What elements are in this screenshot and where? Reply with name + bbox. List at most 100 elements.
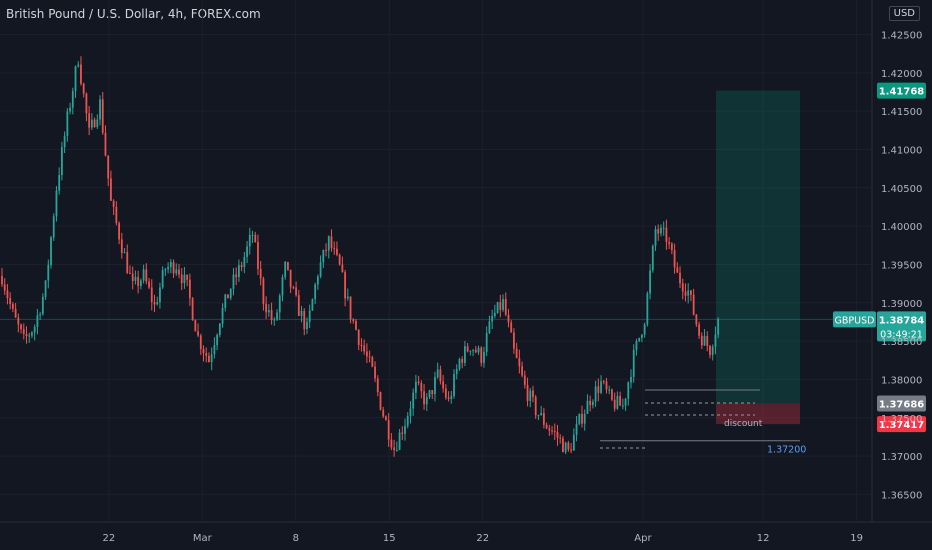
candle-body: [273, 319, 276, 321]
candle-body: [692, 294, 695, 315]
candle-body: [379, 392, 382, 410]
candle-body: [11, 303, 14, 309]
candle-body: [575, 423, 578, 435]
y-tick-label: 1.38500: [881, 337, 922, 348]
x-tick-label: 12: [757, 533, 770, 544]
candle-body: [28, 335, 31, 337]
x-tick-label: 19: [850, 533, 863, 544]
candle-body: [120, 239, 123, 253]
candle-body: [36, 315, 39, 327]
candle-body: [341, 264, 344, 273]
candle-body: [529, 390, 532, 401]
candle-body: [118, 223, 120, 240]
candle-body: [129, 272, 131, 274]
candle-body: [548, 428, 551, 431]
candle-body: [333, 248, 336, 250]
candle-body: [210, 354, 213, 363]
x-axis[interactable]: 22Mar81522Apr121926May: [102, 533, 932, 544]
candle-body: [439, 369, 442, 382]
grid: [0, 0, 932, 523]
candle-body: [681, 283, 684, 292]
stop-price-tag: 1.37417: [879, 420, 925, 431]
candle-body: [295, 287, 297, 296]
target-price-tag: 1.41768: [879, 87, 925, 98]
candle-body: [518, 357, 521, 367]
candle-body: [401, 432, 404, 434]
candle-body: [167, 266, 170, 270]
candle-body: [131, 273, 134, 281]
y-tick-label: 1.37500: [881, 414, 922, 425]
candle-body: [1, 275, 3, 285]
candle-body: [175, 269, 178, 274]
candle-body: [363, 345, 366, 352]
candle-body: [695, 314, 698, 325]
candle-body: [355, 320, 357, 330]
candle-body: [597, 386, 600, 393]
y-tick-label: 1.42500: [881, 30, 922, 41]
candle-body: [243, 256, 246, 268]
candle-body: [564, 442, 567, 453]
candle-body: [9, 297, 12, 304]
target-price-tag-bg: [877, 82, 926, 99]
candle-body: [591, 401, 594, 406]
candle-body: [123, 252, 126, 254]
candle-body: [649, 270, 651, 294]
candle-body: [679, 272, 681, 284]
candle-body: [442, 381, 445, 389]
candle-body: [93, 119, 96, 128]
zone-label: discount: [724, 419, 763, 429]
candle-body: [183, 274, 186, 284]
candle-body: [436, 369, 439, 378]
candle-body: [404, 425, 406, 434]
candle-body: [496, 302, 499, 313]
candle-body: [194, 320, 197, 332]
currency-button[interactable]: USD: [888, 6, 920, 21]
candle-body: [425, 397, 428, 405]
candle-body: [374, 366, 376, 379]
candle-body: [551, 430, 553, 432]
candle-body: [406, 416, 409, 426]
candle-body: [80, 64, 82, 84]
candle-body: [161, 270, 164, 288]
candle-body: [17, 317, 20, 325]
candle-body: [651, 245, 654, 271]
candle-body: [690, 290, 692, 295]
y-axis[interactable]: 1.42500 1.42000 1.41500 1.41000 1.40500 1.400…: [881, 30, 922, 501]
candle-body: [493, 312, 496, 317]
candle-body: [510, 322, 513, 333]
candle-body: [567, 442, 570, 450]
candle-body: [477, 347, 480, 353]
candle-body: [276, 312, 278, 320]
candle-body: [88, 113, 91, 128]
candle-body: [523, 375, 526, 385]
candle-body: [670, 243, 673, 251]
candle-body: [139, 280, 142, 286]
candle-body: [297, 295, 300, 316]
candle-body: [545, 424, 548, 429]
candle-body: [657, 229, 660, 234]
candle-body: [578, 413, 581, 424]
candle-body: [156, 302, 159, 305]
candle-body: [265, 303, 268, 313]
candle-body: [556, 431, 559, 438]
y-tick-label: 1.41000: [881, 145, 922, 156]
candle-body: [101, 99, 104, 133]
y-tick-label: 1.39000: [881, 299, 922, 310]
candle-body: [662, 227, 665, 229]
candle-body: [602, 381, 605, 383]
candle-body: [82, 83, 85, 94]
candle-body: [58, 175, 61, 191]
candle-body: [229, 288, 232, 299]
candle-body: [292, 287, 295, 289]
candles: [1, 56, 720, 457]
candle-body: [159, 287, 161, 303]
candle-body: [164, 269, 167, 271]
candle-body: [611, 389, 613, 400]
candle-body: [74, 66, 77, 92]
candle-body: [537, 415, 540, 417]
candle-body: [414, 381, 417, 393]
candle-body: [474, 349, 477, 353]
candle-body: [638, 337, 641, 342]
candle-body: [428, 390, 431, 398]
